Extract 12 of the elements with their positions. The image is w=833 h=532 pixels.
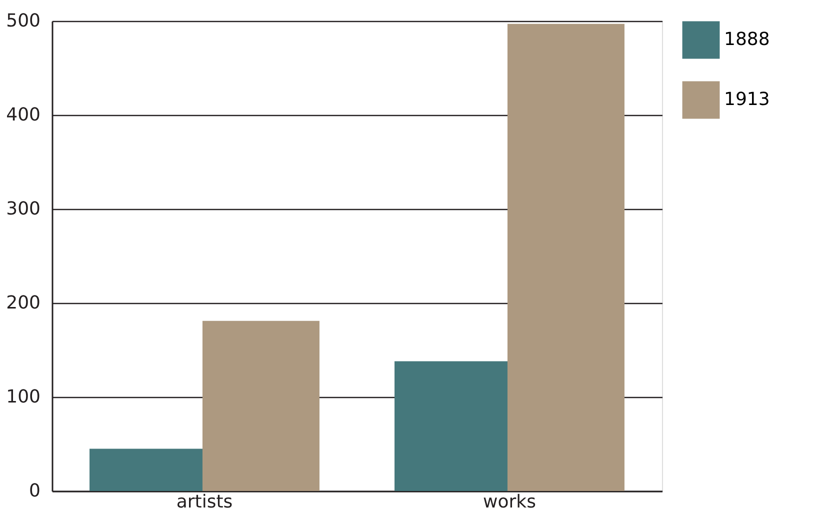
y-tick-label: 100	[6, 386, 40, 408]
legend-label: 1888	[724, 29, 770, 50]
x-tick-label: works	[483, 492, 536, 512]
y-tick-label: 500	[6, 10, 40, 32]
x-tick-label: artists	[176, 492, 233, 512]
bar	[202, 320, 320, 491]
bar	[507, 24, 624, 491]
y-tick-label: 300	[6, 198, 40, 220]
legend-label: 1913	[724, 89, 770, 110]
y-tick-label: 0	[29, 480, 40, 502]
y-tick-label: 200	[6, 292, 40, 314]
y-tick-label: 400	[6, 104, 40, 126]
